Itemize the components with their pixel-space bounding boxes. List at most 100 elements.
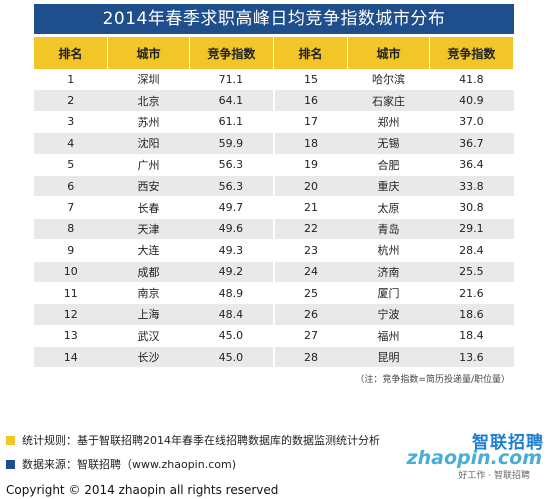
- rank-cell: 13: [34, 325, 108, 348]
- city-cell: 合肥: [347, 154, 430, 176]
- rank-cell: 5: [34, 154, 108, 176]
- index-cell: 29.1: [429, 218, 514, 241]
- index-cell: 56.3: [189, 154, 274, 176]
- index-cell: 13.6: [429, 346, 514, 369]
- index-cell: 64.1: [189, 89, 274, 112]
- rank-cell: 19: [272, 154, 348, 176]
- zhaopin-logo: 智联招聘 zhaopin.com 好工作 · 智联招聘: [399, 428, 544, 481]
- table-row: 9 大连 49.3 23 杭州 28.4: [34, 239, 514, 262]
- legend-item-rule: 统计规则：基于智联招聘2014年春季在线招聘数据库的数据监测统计分析: [6, 432, 380, 448]
- rank-cell: 6: [34, 175, 108, 198]
- index-cell: 36.4: [429, 154, 514, 176]
- rank-cell: 8: [34, 218, 108, 241]
- rank-cell: 2: [34, 89, 108, 112]
- rank-cell: 10: [34, 261, 108, 283]
- header-city-left: 城市: [107, 37, 190, 69]
- city-cell: 长沙: [107, 346, 190, 369]
- table-row: 7 长春 49.7 21 太原 30.8: [34, 196, 514, 219]
- index-cell: 30.8: [429, 196, 514, 219]
- city-cell: 福州: [347, 325, 430, 348]
- rank-cell: 11: [34, 282, 108, 305]
- index-cell: 49.3: [189, 239, 274, 262]
- table-row: 11 南京 48.9 25 厦门 21.6: [34, 282, 514, 305]
- header-rank-left: 排名: [34, 37, 109, 69]
- city-cell: 青岛: [347, 218, 430, 241]
- table-body: 1 深圳 71.1 15 哈尔滨 41.8 2 北京 64.1 16 石家庄 40.9 3 苏州 61.1 1…: [34, 69, 514, 369]
- index-cell: 49.7: [189, 196, 274, 219]
- city-cell: 苏州: [107, 111, 190, 134]
- rank-cell: 9: [34, 239, 108, 262]
- city-cell: 上海: [107, 303, 190, 326]
- index-cell: 71.1: [189, 69, 274, 91]
- rank-cell: 18: [272, 132, 348, 155]
- header-index-left: 竞争指数: [189, 37, 275, 69]
- city-cell: 宁波: [347, 303, 430, 326]
- header-city-right: 城市: [347, 37, 430, 69]
- city-cell: 昆明: [347, 346, 430, 369]
- table-row: 1 深圳 71.1 15 哈尔滨 41.8: [34, 69, 514, 91]
- index-cell: 45.0: [189, 325, 274, 348]
- legend-item-source: 数据来源：智联招聘（www.zhaopin.com): [6, 456, 236, 472]
- table-row: 6 西安 56.3 20 重庆 33.8: [34, 175, 514, 198]
- legend-swatch-blue: [6, 459, 15, 469]
- index-cell: 18.6: [429, 303, 514, 326]
- legend-text-rule: 统计规则：基于智联招聘2014年春季在线招聘数据库的数据监测统计分析: [22, 434, 380, 447]
- rank-cell: 28: [272, 346, 348, 369]
- city-cell: 南京: [107, 282, 190, 305]
- city-cell: 大连: [107, 239, 190, 262]
- city-cell: 石家庄: [347, 89, 430, 112]
- rank-cell: 12: [34, 303, 108, 326]
- legend-swatch-yellow: [6, 435, 15, 445]
- rank-cell: 26: [272, 303, 348, 326]
- rank-cell: 25: [272, 282, 348, 305]
- index-cell: 49.2: [189, 261, 274, 283]
- index-cell: 45.0: [189, 346, 274, 369]
- index-cell: 41.8: [429, 69, 514, 91]
- index-cell: 21.6: [429, 282, 514, 305]
- city-cell: 西安: [107, 175, 190, 198]
- rank-cell: 7: [34, 196, 108, 219]
- index-cell: 40.9: [429, 89, 514, 112]
- index-cell: 25.5: [429, 261, 514, 283]
- rank-cell: 15: [272, 69, 348, 91]
- city-cell: 武汉: [107, 325, 190, 348]
- rank-cell: 14: [34, 346, 108, 369]
- city-cell: 深圳: [107, 69, 190, 91]
- page-title: 2014年春季求职高峰日均竞争指数城市分布: [34, 4, 514, 34]
- index-cell: 33.8: [429, 175, 514, 198]
- table-row: 4 沈阳 59.9 18 无锡 36.7: [34, 132, 514, 155]
- table-row: 10 成都 49.2 24 济南 25.5: [34, 261, 514, 283]
- city-cell: 杭州: [347, 239, 430, 262]
- index-cell: 28.4: [429, 239, 514, 262]
- table-row: 5 广州 56.3 19 合肥 36.4: [34, 154, 514, 176]
- city-cell: 厦门: [347, 282, 430, 305]
- city-cell: 沈阳: [107, 132, 190, 155]
- city-cell: 北京: [107, 89, 190, 112]
- rank-cell: 22: [272, 218, 348, 241]
- city-cell: 天津: [107, 218, 190, 241]
- city-cell: 郑州: [347, 111, 430, 134]
- rank-cell: 1: [34, 69, 108, 91]
- city-cell: 重庆: [347, 175, 430, 198]
- table-header-row: 排名 城市 竞争指数 排名 城市 竞争指数: [34, 37, 515, 69]
- table-row: 2 北京 64.1 16 石家庄 40.9: [34, 89, 514, 112]
- table-row: 12 上海 48.4 26 宁波 18.6: [34, 303, 514, 326]
- logo-tagline: 好工作 · 智联招聘: [458, 471, 530, 481]
- header-rank-right: 排名: [273, 37, 349, 69]
- table-row: 14 长沙 45.0 28 昆明 13.6: [34, 346, 514, 369]
- rank-cell: 17: [272, 111, 348, 134]
- header-index-right: 竞争指数: [429, 37, 515, 69]
- index-cell: 18.4: [429, 325, 514, 348]
- rank-cell: 16: [272, 89, 348, 112]
- table-row: 13 武汉 45.0 27 福州 18.4: [34, 325, 514, 348]
- index-cell: 36.7: [429, 132, 514, 155]
- rank-cell: 3: [34, 111, 108, 134]
- city-cell: 成都: [107, 261, 190, 283]
- city-cell: 济南: [347, 261, 430, 283]
- logo-english: zhaopin.com: [406, 447, 542, 469]
- city-cell: 哈尔滨: [347, 69, 430, 91]
- table-row: 3 苏州 61.1 17 郑州 37.0: [34, 111, 514, 134]
- city-cell: 无锡: [347, 132, 430, 155]
- rank-cell: 20: [272, 175, 348, 198]
- table-row: 8 天津 49.6 22 青岛 29.1: [34, 218, 514, 241]
